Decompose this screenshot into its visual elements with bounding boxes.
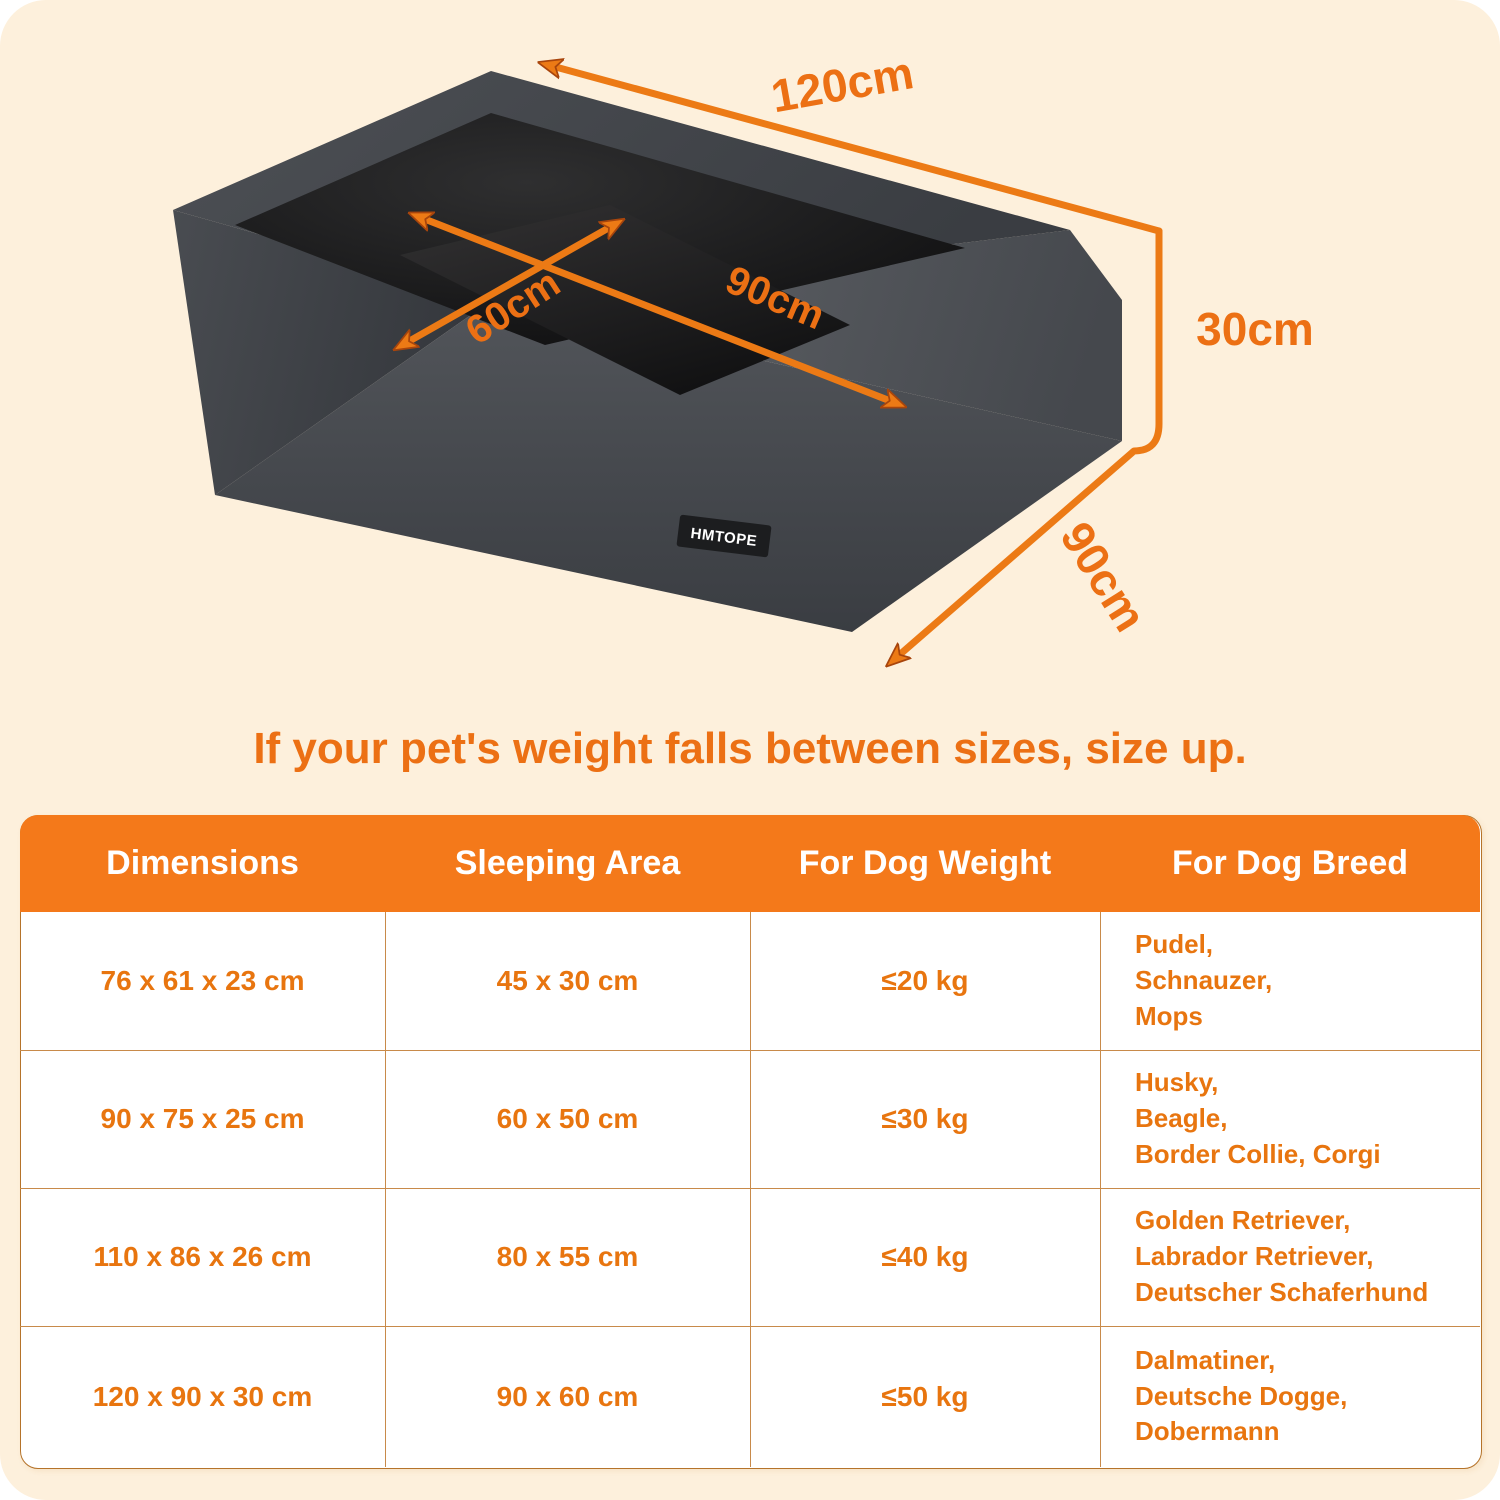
svg-text:120cm: 120cm: [767, 46, 917, 122]
svg-text:30cm: 30cm: [1196, 303, 1314, 355]
svg-text:90cm: 90cm: [1050, 513, 1156, 640]
